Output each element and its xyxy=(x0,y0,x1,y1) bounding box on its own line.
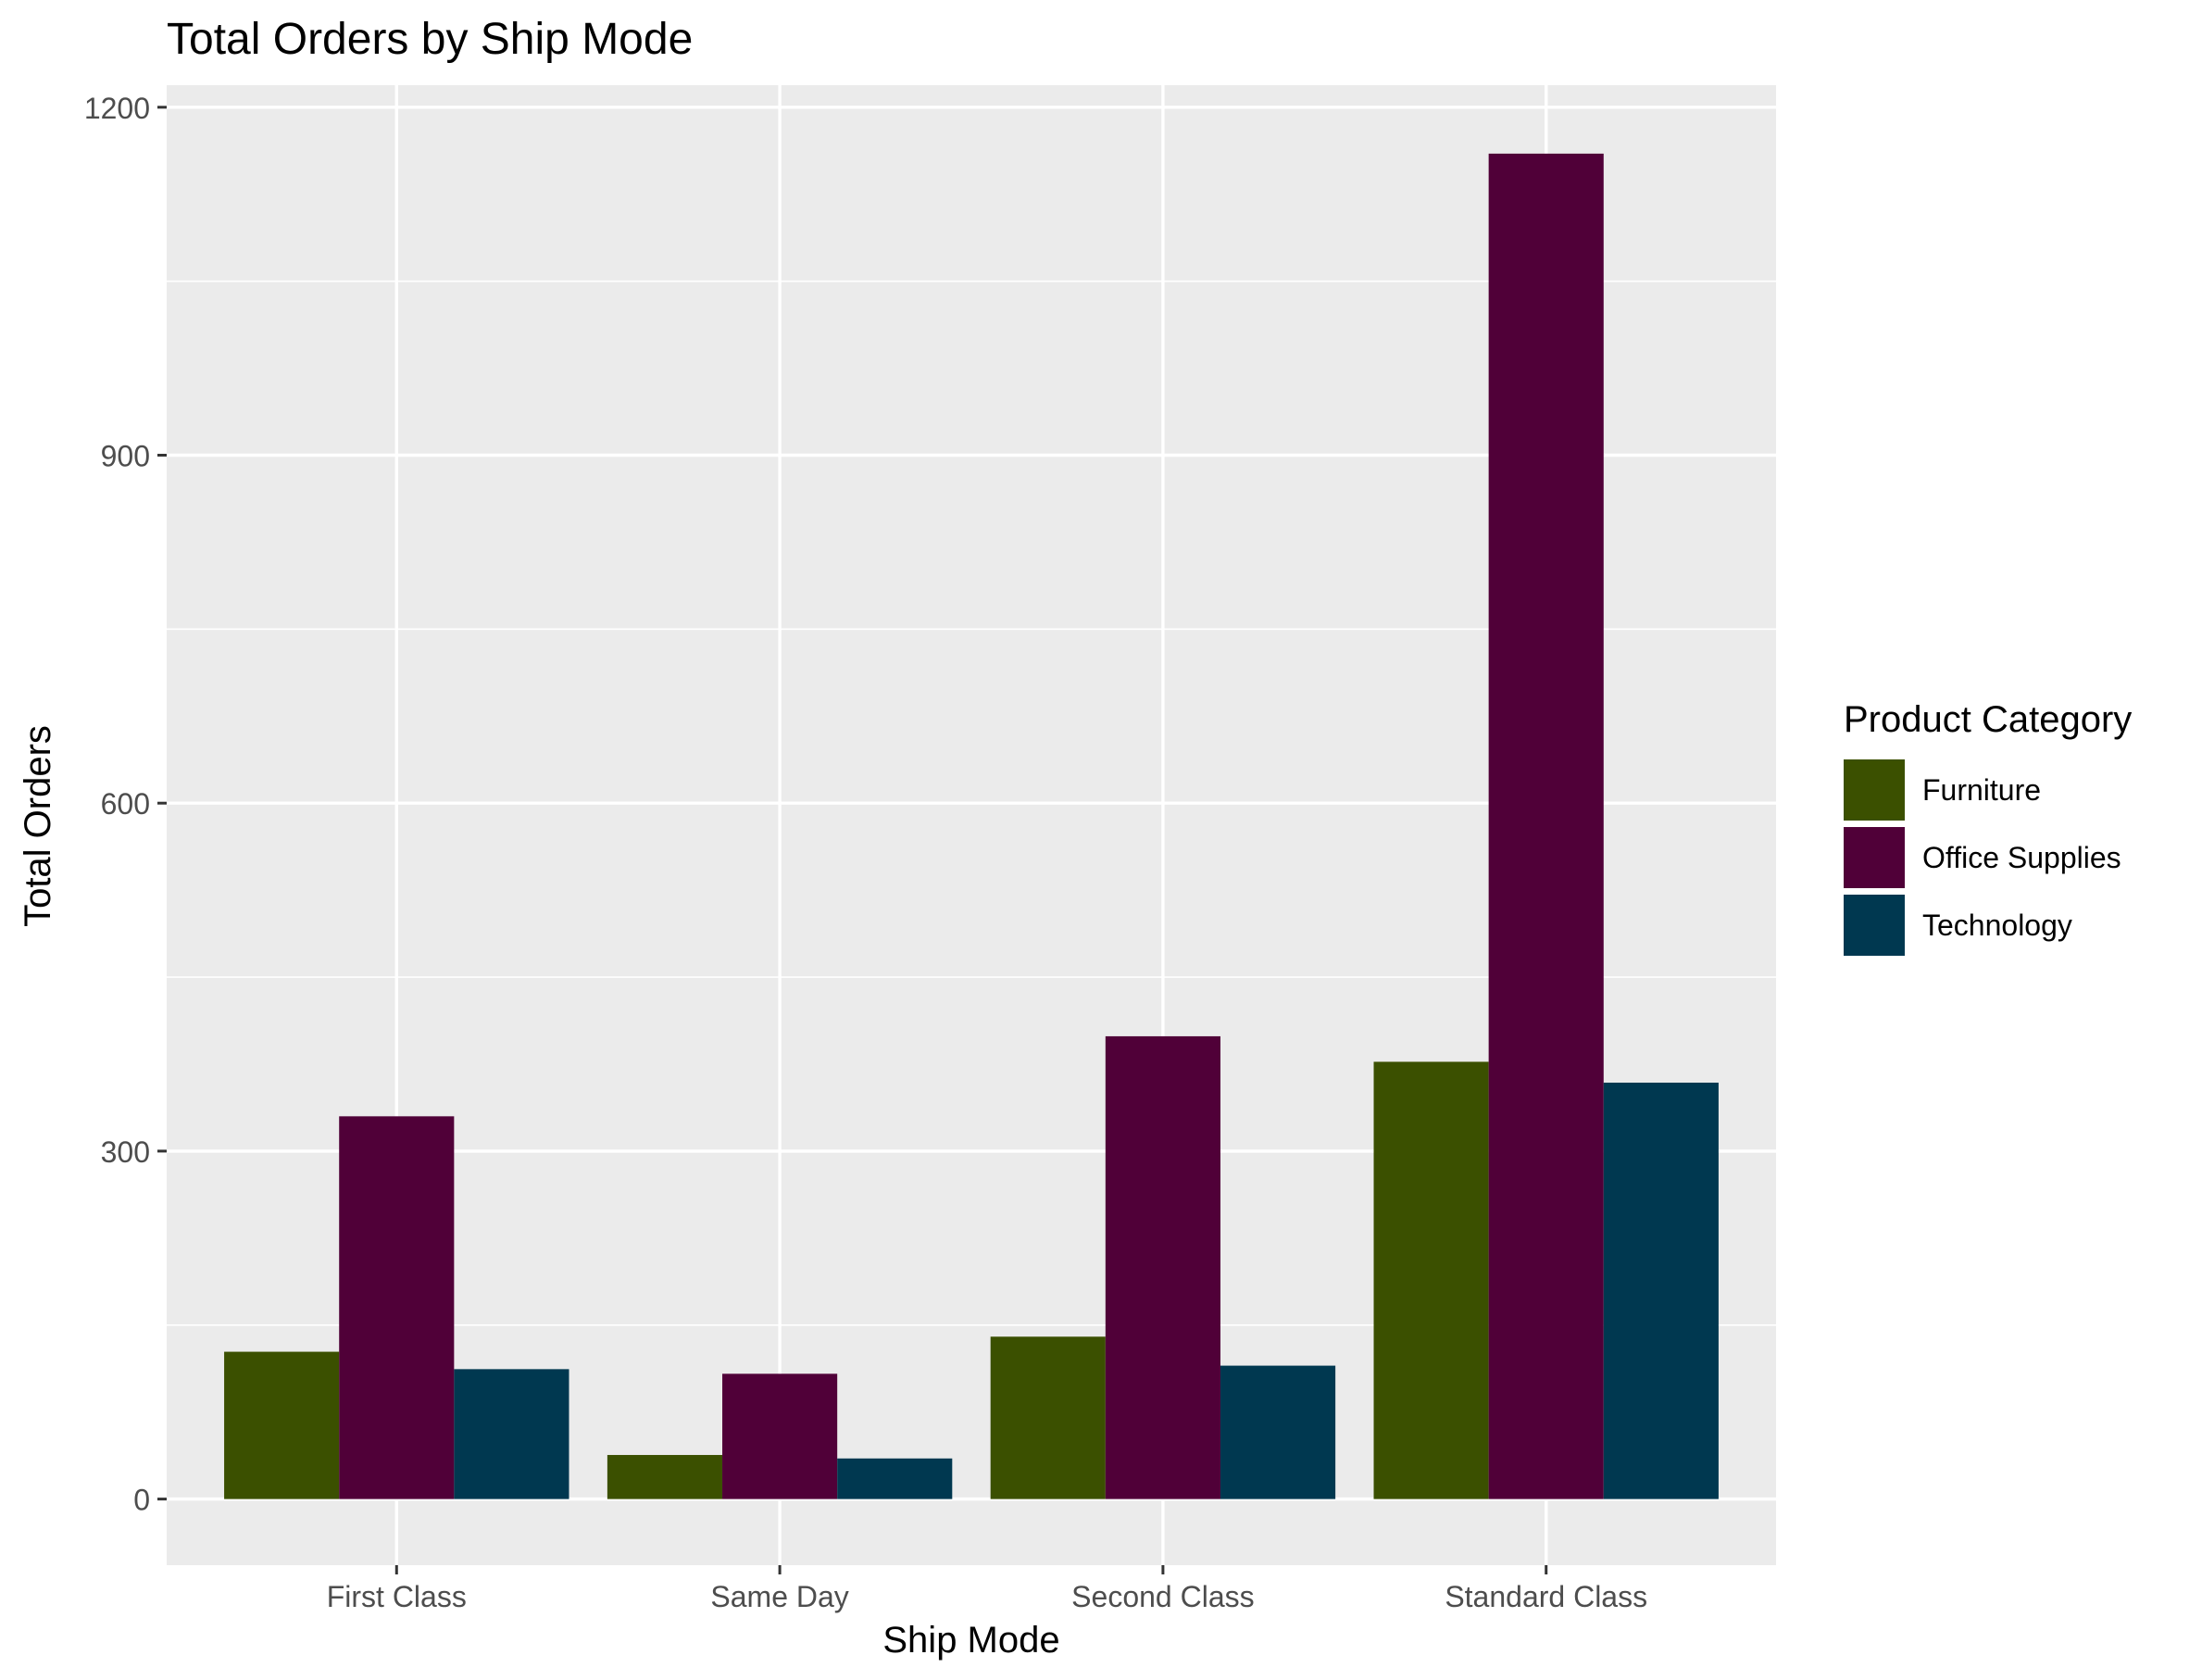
y-tick-label: 900 xyxy=(101,440,150,473)
chart-title: Total Orders by Ship Mode xyxy=(167,15,693,64)
y-tick-label: 0 xyxy=(133,1484,150,1517)
x-tick-label: Same Day xyxy=(710,1580,848,1613)
legend-title: Product Category xyxy=(1844,699,2132,740)
y-tick-label: 600 xyxy=(101,787,150,821)
bar-technology-first-class xyxy=(454,1369,569,1499)
bar-office-supplies-standard-class xyxy=(1488,153,1604,1499)
legend-key-office-supplies xyxy=(1844,827,1905,888)
legend-key-technology xyxy=(1844,895,1905,956)
bar-furniture-standard-class xyxy=(1373,1061,1489,1499)
x-tick-label: Second Class xyxy=(1071,1580,1254,1613)
y-axis-label: Total Orders xyxy=(18,725,58,927)
bar-office-supplies-same-day xyxy=(722,1373,838,1499)
legend-key-furniture xyxy=(1844,759,1905,821)
bars-group xyxy=(224,153,1719,1499)
bar-office-supplies-first-class xyxy=(339,1116,455,1499)
bar-technology-same-day xyxy=(837,1458,953,1499)
bar-furniture-same-day xyxy=(607,1455,723,1499)
legend-label: Office Supplies xyxy=(1922,841,2121,874)
x-axis-label: Ship Mode xyxy=(882,1620,1059,1661)
axes-group: 0 300 600 900 1200 First Class Same Day Second … xyxy=(84,92,1647,1613)
y-tick-label: 1200 xyxy=(84,92,150,125)
legend-label: Technology xyxy=(1922,909,2072,942)
legend-label: Furniture xyxy=(1922,773,2041,807)
y-tick-label: 300 xyxy=(101,1135,150,1169)
bar-office-supplies-second-class xyxy=(1105,1035,1220,1499)
x-tick-label: First Class xyxy=(327,1580,467,1613)
bar-technology-second-class xyxy=(1220,1365,1336,1499)
bar-furniture-second-class xyxy=(990,1336,1106,1499)
x-tick-label: Standard Class xyxy=(1445,1580,1647,1613)
bar-furniture-first-class xyxy=(224,1351,340,1499)
bar-technology-standard-class xyxy=(1603,1083,1719,1499)
legend: Product Category Furniture Office Supplie… xyxy=(1844,699,2132,956)
